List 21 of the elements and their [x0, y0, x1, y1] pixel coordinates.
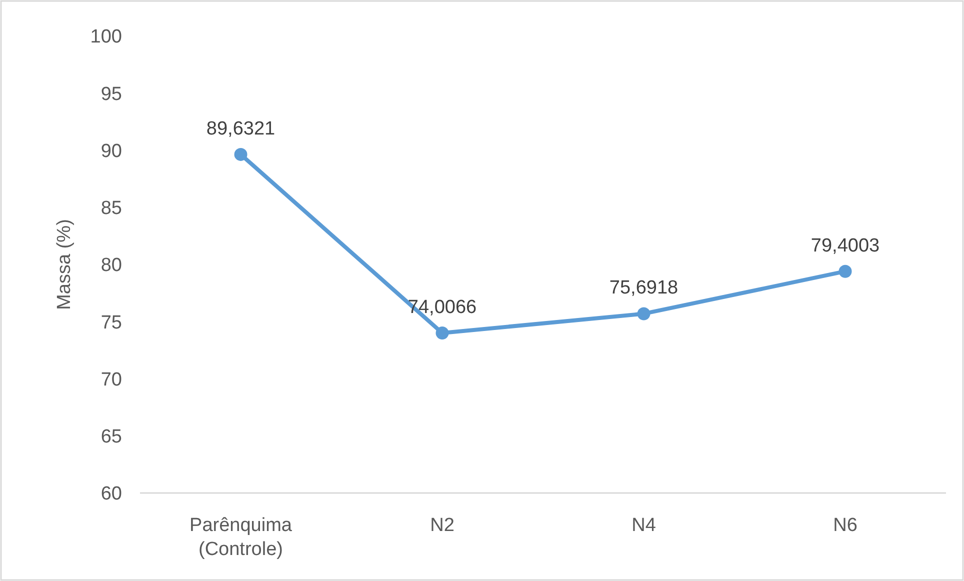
data-label: 89,6321: [206, 118, 276, 140]
y-tick-label: 70: [100, 369, 122, 390]
y-tick-label: 60: [100, 484, 122, 505]
y-tick-label: 95: [100, 84, 122, 105]
data-label: 79,4003: [810, 235, 880, 256]
y-tick-label: 85: [100, 198, 122, 220]
x-tick-label: N2: [430, 515, 454, 536]
point: [234, 148, 248, 161]
point: [637, 307, 650, 320]
point: [436, 326, 449, 340]
y-tick-label: 65: [100, 426, 122, 448]
y-axis-title: Massa (%): [54, 219, 75, 310]
y-tick-label: 100: [90, 26, 122, 48]
x-tick-label: N6: [833, 515, 858, 536]
point: [838, 264, 852, 278]
y-tick-label: 90: [100, 140, 122, 162]
y-tick-label: 80: [100, 255, 122, 276]
data-label: 75,6918: [609, 278, 678, 299]
x-tick-label: N4: [632, 515, 656, 536]
y-tick-label: 75: [100, 312, 122, 334]
x-tick-label: Parênquima (Controle): [190, 515, 292, 560]
